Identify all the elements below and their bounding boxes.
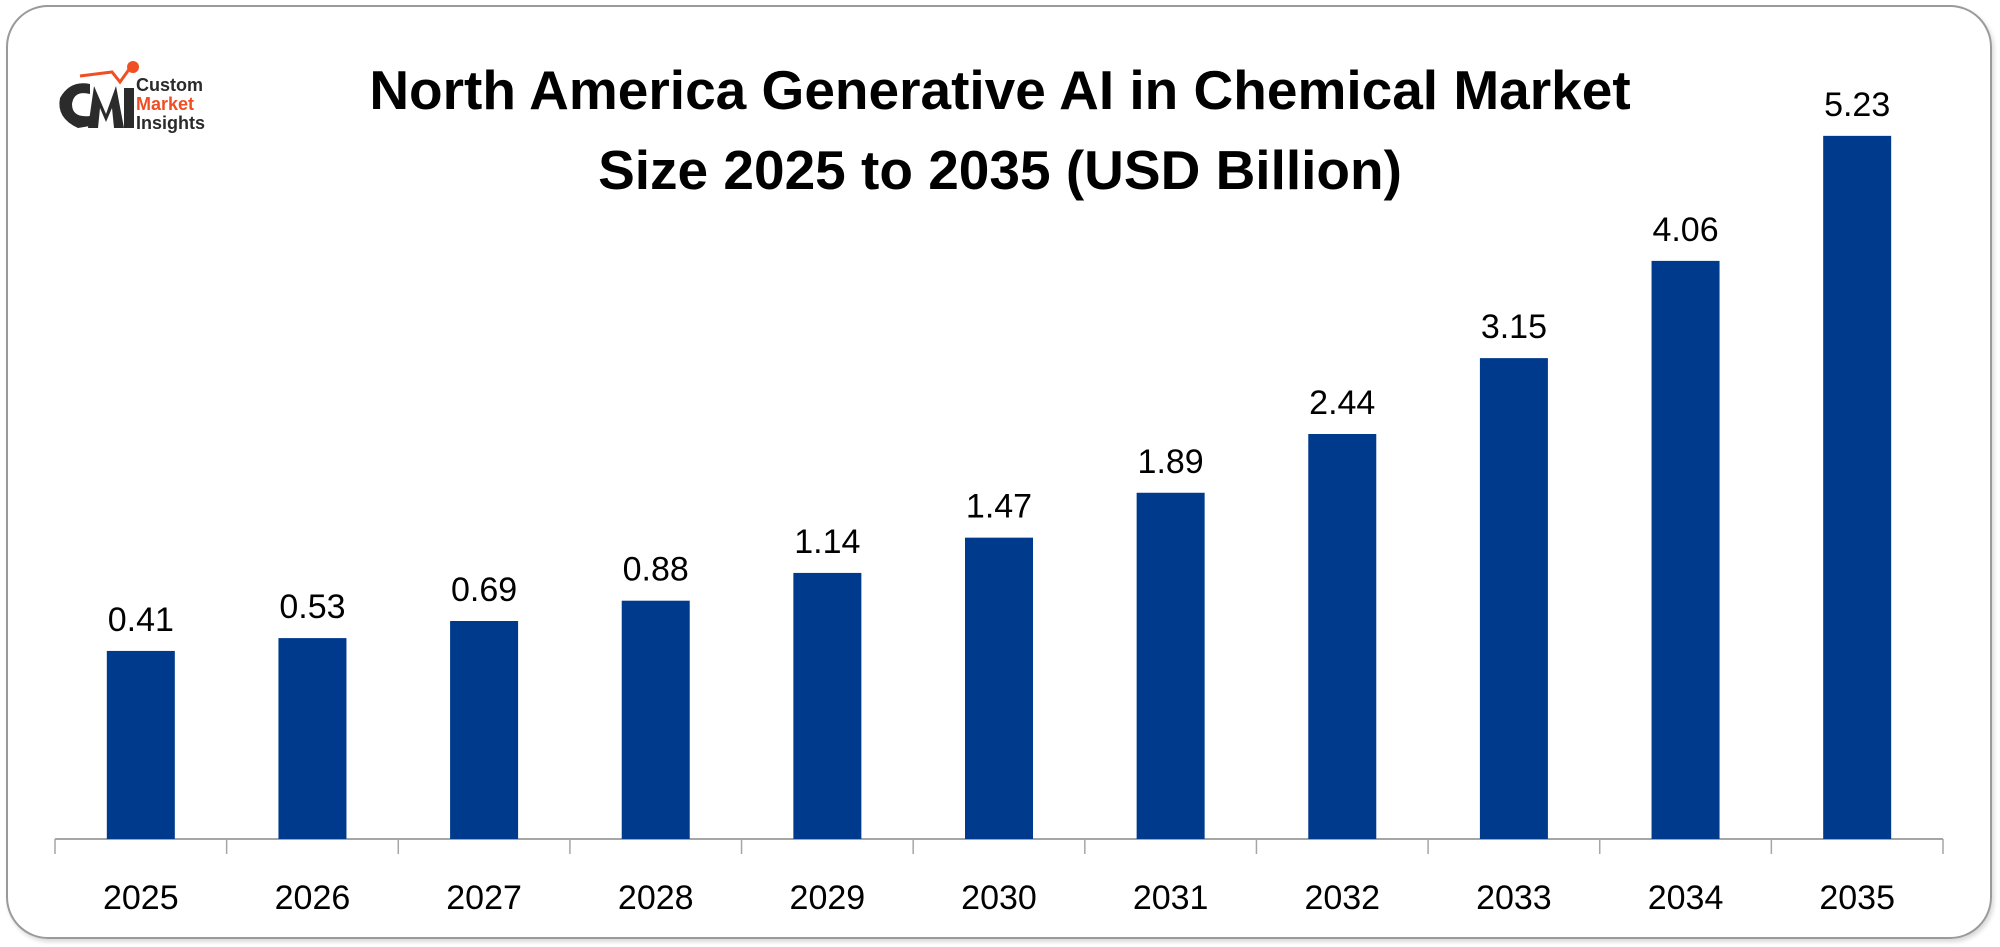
bar-2029 bbox=[793, 572, 862, 839]
x-tick-label-2027: 2027 bbox=[446, 879, 522, 917]
x-tick-label-2034: 2034 bbox=[1648, 879, 1724, 917]
x-tick-label-2030: 2030 bbox=[961, 879, 1037, 917]
logo-line-custom: Custom bbox=[136, 75, 203, 95]
data-label-2030: 1.47 bbox=[966, 488, 1032, 526]
x-tick-label-2025: 2025 bbox=[103, 879, 179, 917]
logo bbox=[50, 58, 230, 138]
data-label-2031: 1.89 bbox=[1138, 443, 1204, 481]
x-tick-label-2033: 2033 bbox=[1476, 879, 1552, 917]
chart-title: North America Generative AI in Chemical … bbox=[260, 50, 1740, 210]
x-tick-label-2029: 2029 bbox=[790, 879, 866, 917]
data-label-2033: 3.15 bbox=[1481, 308, 1547, 346]
bar-2026 bbox=[278, 638, 347, 839]
chart-title-line-1: North America Generative AI in Chemical … bbox=[369, 59, 1631, 121]
bar-2025 bbox=[106, 650, 175, 839]
logo-line-market: Market bbox=[136, 94, 195, 114]
x-tick-label-2031: 2031 bbox=[1133, 879, 1209, 917]
data-label-2028: 0.88 bbox=[623, 551, 689, 589]
bar-2034 bbox=[1651, 260, 1720, 840]
chart-title-line-2: Size 2025 to 2035 (USD Billion) bbox=[598, 139, 1402, 201]
logo-line-insights: Insights bbox=[136, 113, 206, 133]
data-label-2025: 0.41 bbox=[108, 601, 174, 639]
data-label-2032: 2.44 bbox=[1309, 384, 1375, 422]
data-label-2035: 5.23 bbox=[1824, 86, 1890, 124]
logo-text: Custom Market Insights bbox=[136, 76, 205, 133]
bar-2030 bbox=[965, 537, 1033, 839]
bar-2035 bbox=[1823, 135, 1892, 840]
data-label-2026: 0.53 bbox=[279, 588, 345, 626]
bar-2032 bbox=[1308, 433, 1377, 839]
x-tick-label-2035: 2035 bbox=[1819, 879, 1895, 917]
data-label-2034: 4.06 bbox=[1652, 211, 1718, 249]
bar-2031 bbox=[1136, 492, 1205, 839]
bar-2033 bbox=[1479, 358, 1548, 839]
bar-2027 bbox=[450, 621, 519, 839]
bar-2028 bbox=[621, 600, 690, 839]
x-tick-label-2028: 2028 bbox=[618, 879, 694, 917]
x-tick-label-2032: 2032 bbox=[1304, 879, 1380, 917]
data-label-2029: 1.14 bbox=[794, 523, 860, 561]
x-tick-label-2026: 2026 bbox=[275, 879, 351, 917]
data-label-2027: 0.69 bbox=[451, 571, 517, 609]
chart-frame bbox=[6, 5, 1992, 939]
logo-mark-icon bbox=[59, 61, 139, 128]
